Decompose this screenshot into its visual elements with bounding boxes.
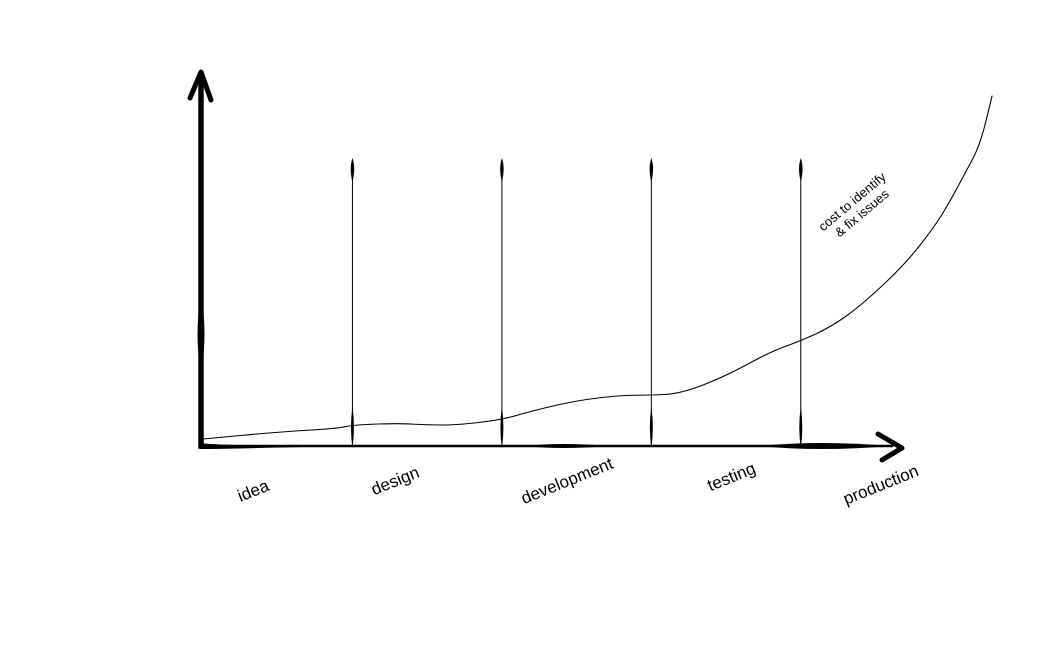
y-axis-stroke-blob <box>198 140 204 182</box>
y-axis-stroke-blob <box>197 294 205 372</box>
phase-boundary-marker <box>500 158 504 448</box>
series-layer <box>202 95 993 440</box>
phase-markers <box>350 158 803 448</box>
phase-boundary-cap <box>500 158 504 182</box>
phase-boundary-foot <box>350 406 354 448</box>
y-axis-arrowhead <box>187 69 214 103</box>
phase-boundary-cap <box>799 158 803 182</box>
phase-boundary-cap <box>649 158 654 182</box>
phase-label-idea: idea <box>235 476 272 506</box>
phase-boundary-foot <box>649 406 653 448</box>
phase-boundary-cap <box>350 158 355 182</box>
cost-curve <box>202 95 993 440</box>
phase-boundary-foot <box>799 406 803 448</box>
axes <box>187 69 905 463</box>
curve-annotation: cost to identify& fix issues <box>815 169 898 246</box>
phase-boundary-foot <box>500 406 504 448</box>
phase-label-production: production <box>841 461 922 508</box>
phase-label-design: design <box>368 463 422 499</box>
phase-boundary-marker <box>649 158 654 448</box>
x-axis-stroke-blob <box>200 443 345 449</box>
x-axis-arrowhead <box>875 431 905 463</box>
phase-labels: idea design development testing production <box>235 454 921 509</box>
x-axis-stroke-blob <box>525 444 610 448</box>
annotation-layer: cost to identify& fix issues <box>815 169 898 246</box>
phase-label-development: development <box>518 454 616 508</box>
y-axis-line <box>198 71 204 449</box>
phase-label-testing: testing <box>705 459 759 495</box>
x-axis-stroke-blob <box>760 443 890 449</box>
phase-boundary-marker <box>350 158 355 448</box>
phase-boundary-marker <box>799 158 803 448</box>
